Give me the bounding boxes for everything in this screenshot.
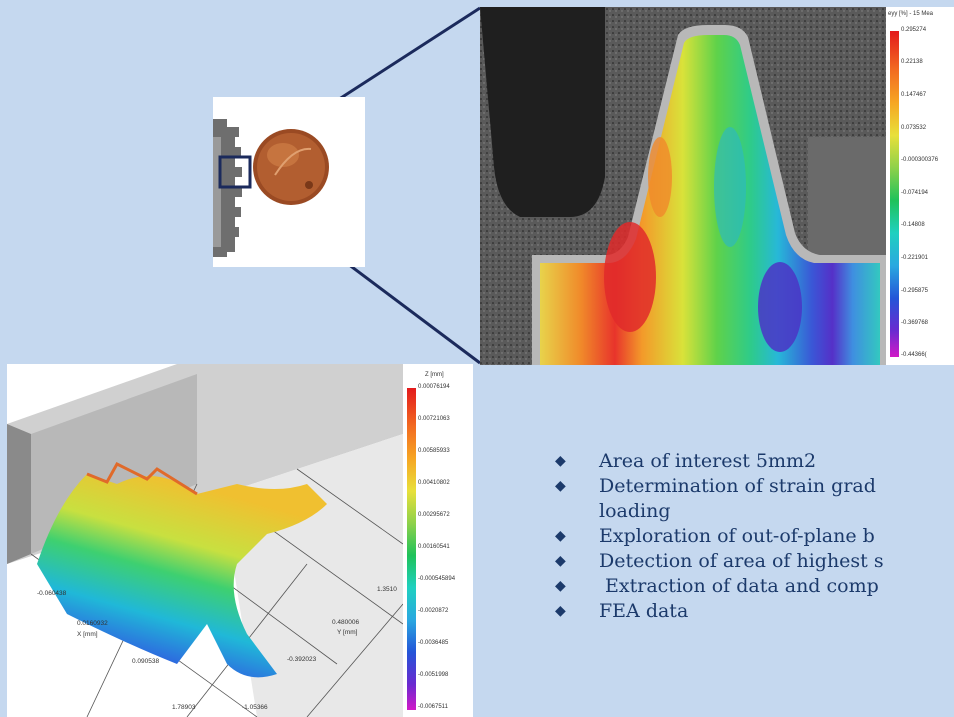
strain-legend-tick: -0.14808 [901, 222, 925, 228]
diamond-bullet-icon: ◆ [555, 453, 566, 469]
bullet-item: ◆ Extraction of data and comp [555, 575, 879, 597]
strain-legend-title: eyy [%] - 15 Mea [888, 11, 934, 17]
diamond-bullet-icon: ◆ [555, 553, 566, 569]
z-legend-title: Z [mm] [425, 372, 444, 378]
gear-coin-illustration [213, 97, 365, 267]
strain-legend-tick: -0.000300376 [901, 157, 939, 163]
strain-legend: eyy [%] - 15 Mea 0.295274 0.22138 0.1474… [886, 7, 954, 365]
bullet-item: ◆ Exploration of out-of-plane b [555, 525, 875, 547]
strain-legend-tick: -0.44366( [901, 352, 927, 358]
bullet-item: ◆ Area of interest 5mm2 [555, 450, 817, 472]
bullet-item: ◆ Determination of strain grad [555, 475, 876, 497]
strain-legend-tick: 0.147467 [901, 92, 927, 98]
z-legend-bar [407, 388, 416, 710]
bullet-continuation: loading [599, 500, 671, 522]
strain-legend-bar [890, 31, 899, 357]
diamond-bullet-icon: ◆ [555, 478, 566, 494]
z-legend-tick: -0.0036485 [418, 640, 449, 646]
x-axis-tick: 1.78903 [172, 704, 196, 711]
x-axis-tick: 0.0160932 [77, 620, 108, 627]
z-legend-tick: 0.00160541 [418, 544, 450, 550]
y-axis-label: Y [mm] [337, 629, 358, 636]
z-legend-tick: 0.00585933 [418, 448, 450, 454]
strain-field-image: eyy [%] - 15 Mea 0.295274 0.22138 0.1474… [480, 7, 954, 365]
strain-legend-tick: -0.295875 [901, 288, 929, 294]
x-axis-tick: 0.090538 [132, 658, 160, 665]
strain-legend-tick: 0.073532 [901, 125, 927, 131]
strain-legend-tick: -0.369768 [901, 320, 929, 326]
bullet-item: ◆ Detection of area of highest s [555, 550, 884, 572]
strain-legend-tick: -0.074194 [901, 190, 929, 196]
diamond-bullet-icon: ◆ [555, 528, 566, 544]
y-axis-tick: -1.05366 [242, 704, 268, 711]
strain-legend-tick: 0.22138 [901, 59, 923, 65]
diamond-bullet-icon: ◆ [555, 578, 566, 594]
y-axis-tick: 1.3510 [377, 586, 397, 593]
y-axis-tick: 0.480006 [332, 619, 360, 626]
z-legend: Z [mm] 0.00076194 0.00721063 0.00585933 … [403, 364, 473, 717]
bullet-list: ◆ Area of interest 5mm2 ◆ Determination of… [555, 449, 954, 624]
x-axis-label: X [mm] [77, 631, 98, 638]
z-legend-tick: 0.00076194 [418, 384, 450, 390]
bullet-item: ◆ FEA data [555, 600, 689, 622]
strain-contour-map [480, 7, 886, 365]
gear-coin-photo [213, 97, 365, 267]
z-legend-tick: 0.00295672 [418, 512, 450, 518]
strain-legend-tick: -0.221901 [901, 255, 929, 261]
3d-surface-illustration [7, 364, 404, 717]
z-legend-tick: 0.00721063 [418, 416, 450, 422]
z-legend-tick: -0.0067511 [418, 704, 448, 710]
z-legend-tick: 0.00410802 [418, 480, 450, 486]
z-legend-tick: -0.000545894 [418, 576, 456, 582]
x-axis-tick: -0.060438 [37, 590, 67, 597]
y-axis-tick: -0.392023 [287, 656, 317, 663]
z-legend-tick: -0.0051998 [418, 672, 449, 678]
out-of-plane-3d-plot: -0.060438 0.0160932 X [mm] 0.090538 1.78… [7, 364, 473, 717]
z-legend-tick: -0.0020872 [418, 608, 449, 614]
strain-legend-tick: 0.295274 [901, 27, 927, 33]
diamond-bullet-icon: ◆ [555, 603, 566, 619]
